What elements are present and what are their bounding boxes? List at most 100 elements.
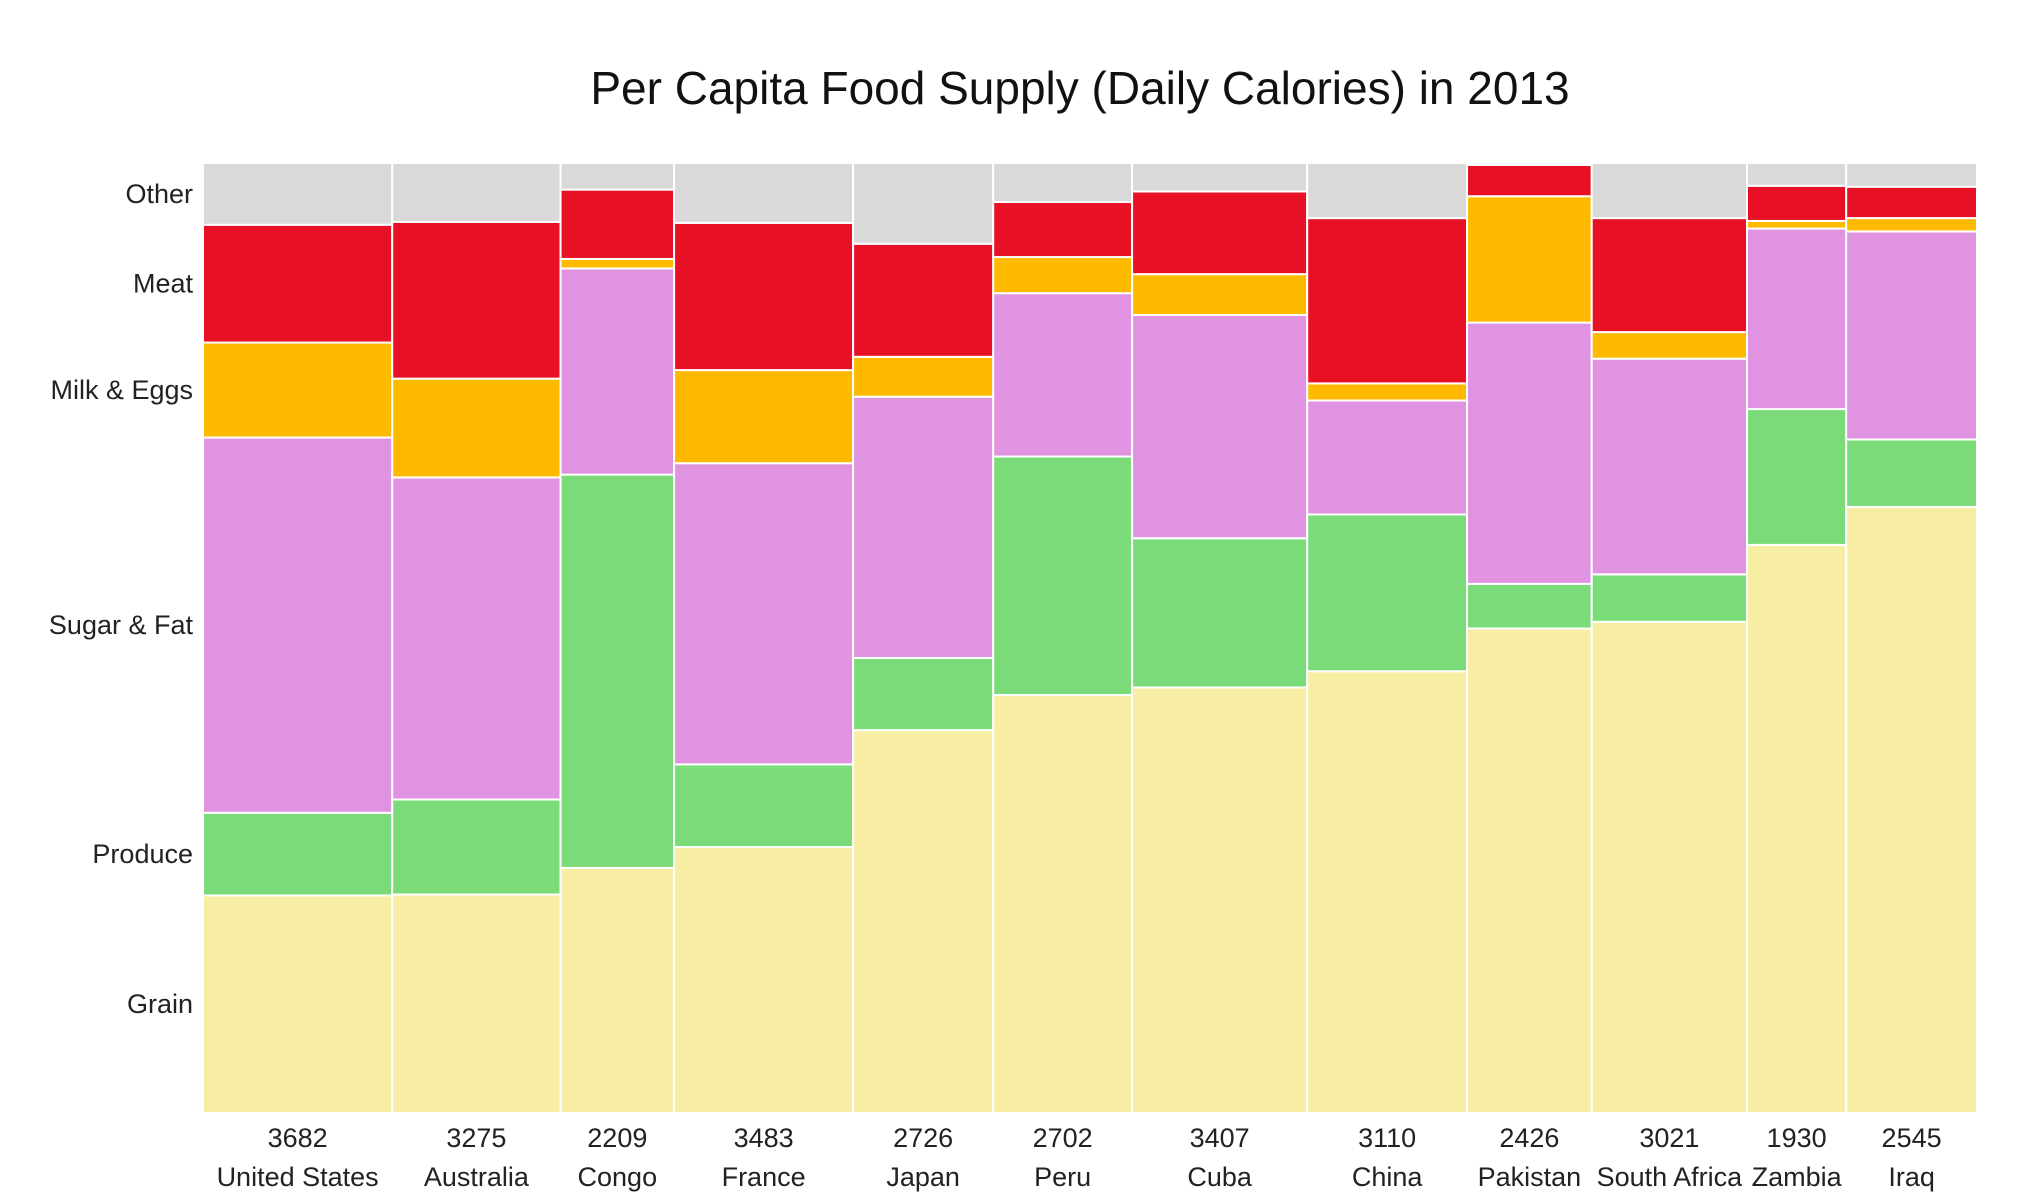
cell-china-sugar-and-fat <box>1306 399 1469 516</box>
cell-zambia-grain <box>1746 543 1848 1114</box>
cell-pakistan-meat <box>1466 163 1593 198</box>
country-total-label: 2726 <box>893 1123 953 1153</box>
cell-france-other <box>673 162 855 224</box>
cell-zambia-sugar-and-fat <box>1746 227 1848 411</box>
category-label-milk-and-eggs: Milk & Eggs <box>50 375 193 405</box>
country-labels: 3682 United States 3275 Australia 2209 Congo 3… <box>217 1123 1942 1192</box>
cell-australia-grain <box>391 893 562 1114</box>
cell-zambia-milk-and-eggs <box>1746 219 1848 230</box>
cell-cuba-other <box>1131 162 1309 193</box>
category-labels: Grain Produce Sugar & Fat Milk & Eggs Meat Ot… <box>49 179 194 1019</box>
country-total-label: 3682 <box>268 1123 328 1153</box>
country-total-label: 3110 <box>1358 1123 1416 1153</box>
chart-title: Per Capita Food Supply (Daily Calories) … <box>590 62 1569 114</box>
cell-pakistan-produce <box>1466 582 1593 630</box>
country-name-label: Pakistan <box>1478 1162 1582 1192</box>
category-label-sugar-and-fat: Sugar & Fat <box>49 610 194 640</box>
cell-iraq-other <box>1845 162 1979 188</box>
country-name-label: Zambia <box>1752 1162 1843 1192</box>
country-name-label: Congo <box>578 1162 658 1192</box>
country-name-label: Cuba <box>1187 1162 1253 1192</box>
cell-australia-meat <box>391 220 562 380</box>
cell-peru-grain <box>992 694 1134 1114</box>
cell-china-grain <box>1306 670 1469 1114</box>
cell-peru-produce <box>992 455 1134 696</box>
country-total-label: 1930 <box>1767 1123 1827 1153</box>
country-total-label: 3483 <box>734 1123 794 1153</box>
cell-united-states-meat <box>202 223 394 344</box>
cell-australia-other <box>391 162 562 223</box>
country-name-label: Peru <box>1034 1162 1091 1192</box>
cell-united-states-other <box>202 162 394 226</box>
country-total-label: 2426 <box>1499 1123 1559 1153</box>
cell-iraq-produce <box>1845 438 1979 508</box>
cell-france-meat <box>673 221 855 372</box>
category-label-meat: Meat <box>133 269 194 299</box>
cell-japan-milk-and-eggs <box>852 355 995 398</box>
cell-united-states-milk-and-eggs <box>202 341 394 439</box>
cell-peru-other <box>992 162 1134 203</box>
cell-united-states-produce <box>202 811 394 897</box>
country-total-label: 2545 <box>1882 1123 1942 1153</box>
cell-australia-produce <box>391 798 562 896</box>
country-name-label: Australia <box>424 1162 530 1192</box>
cell-iraq-milk-and-eggs <box>1845 217 1979 233</box>
country-total-label: 3021 <box>1639 1123 1699 1153</box>
cell-cuba-sugar-and-fat <box>1131 314 1309 540</box>
cell-china-produce <box>1306 513 1469 673</box>
cell-australia-milk-and-eggs <box>391 377 562 479</box>
country-name-label: Japan <box>886 1162 960 1192</box>
cell-japan-produce <box>852 656 995 732</box>
cell-cuba-milk-and-eggs <box>1131 273 1309 316</box>
cell-france-milk-and-eggs <box>673 369 855 465</box>
cell-congo-sugar-and-fat <box>559 267 676 476</box>
country-name-label: United States <box>217 1162 379 1192</box>
cell-japan-sugar-and-fat <box>852 395 995 659</box>
cell-congo-produce <box>559 473 676 869</box>
cell-china-other <box>1306 162 1469 220</box>
cell-japan-other <box>852 162 995 245</box>
cell-pakistan-other <box>1466 162 1593 166</box>
country-name-label: South Africa <box>1597 1162 1744 1192</box>
mosaic-cells <box>202 162 1979 1115</box>
cell-pakistan-grain <box>1466 627 1593 1114</box>
country-total-label: 3407 <box>1190 1123 1250 1153</box>
cell-congo-milk-and-eggs <box>559 257 676 270</box>
cell-united-states-sugar-and-fat <box>202 436 394 814</box>
cell-australia-sugar-and-fat <box>391 476 562 801</box>
cell-united-states-grain <box>202 894 394 1115</box>
cell-china-meat <box>1306 217 1469 385</box>
cell-congo-grain <box>559 866 676 1115</box>
cell-south-africa-meat <box>1590 217 1749 334</box>
cell-pakistan-sugar-and-fat <box>1466 321 1593 585</box>
cell-south-africa-produce <box>1590 573 1749 623</box>
cell-japan-meat <box>852 242 995 358</box>
country-total-label: 2209 <box>587 1123 647 1153</box>
cell-iraq-grain <box>1845 505 1979 1114</box>
cell-south-africa-other <box>1590 162 1749 220</box>
country-name-label: China <box>1352 1162 1424 1192</box>
cell-zambia-other <box>1746 162 1848 187</box>
cell-zambia-produce <box>1746 408 1848 546</box>
cell-peru-milk-and-eggs <box>992 256 1134 295</box>
category-label-produce: Produce <box>92 839 193 869</box>
cell-china-milk-and-eggs <box>1306 382 1469 402</box>
cell-japan-grain <box>852 729 995 1115</box>
cell-congo-other <box>559 162 676 191</box>
cell-peru-meat <box>992 200 1134 259</box>
country-name-label: France <box>722 1162 806 1192</box>
cell-pakistan-milk-and-eggs <box>1466 195 1593 324</box>
cell-france-grain <box>673 846 855 1114</box>
cell-south-africa-sugar-and-fat <box>1590 357 1749 576</box>
cell-iraq-sugar-and-fat <box>1845 230 1979 441</box>
country-total-label: 3275 <box>446 1123 506 1153</box>
cell-zambia-meat <box>1746 184 1848 222</box>
cell-france-produce <box>673 763 855 848</box>
country-total-label: 2702 <box>1033 1123 1093 1153</box>
cell-congo-meat <box>559 188 676 260</box>
cell-france-sugar-and-fat <box>673 462 855 766</box>
cell-cuba-meat <box>1131 190 1309 276</box>
cell-cuba-grain <box>1131 686 1309 1115</box>
